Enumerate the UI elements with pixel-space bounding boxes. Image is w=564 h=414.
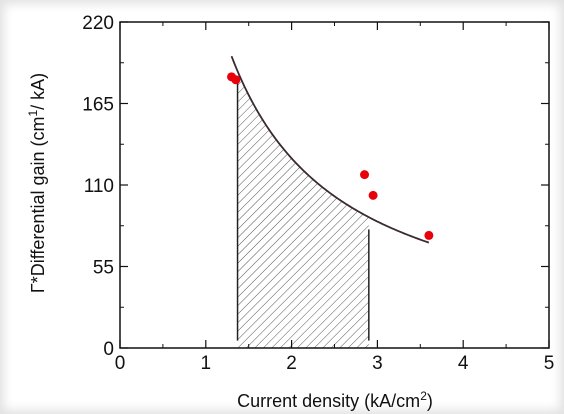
x-axis-title: Current density (kA/cm2) xyxy=(237,389,433,411)
x-tick-label: 5 xyxy=(544,353,555,374)
x-tick-label: 0 xyxy=(115,353,126,374)
x-tick-label: 4 xyxy=(458,353,469,374)
y-axis-title: Γ*Differential gain (cm1/ kA) xyxy=(26,73,48,293)
hatched-area xyxy=(237,71,369,349)
x-tick-label: 3 xyxy=(372,353,383,374)
data-point xyxy=(360,170,370,180)
y-tick-label: 0 xyxy=(103,339,114,360)
y-tick-label: 220 xyxy=(82,13,114,34)
data-point xyxy=(368,190,378,200)
y-tick-label: 110 xyxy=(84,176,114,197)
data-point xyxy=(424,230,434,240)
x-tick-label: 2 xyxy=(286,353,297,374)
fit-curve xyxy=(230,55,430,244)
x-tick-label: 1 xyxy=(201,353,212,374)
y-tick-label: 165 xyxy=(82,95,114,116)
y-tick-label: 55 xyxy=(93,258,114,279)
data-point xyxy=(231,75,241,85)
